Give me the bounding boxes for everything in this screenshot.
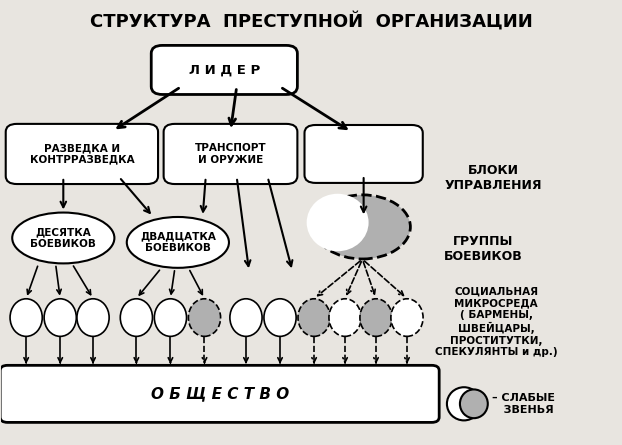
Ellipse shape [298,299,330,336]
Ellipse shape [460,389,488,418]
Ellipse shape [44,299,77,336]
Text: БЛОКИ
УПРАВЛЕНИЯ: БЛОКИ УПРАВЛЕНИЯ [444,164,542,192]
Text: ТРАНСПОРТ
И ОРУЖИЕ: ТРАНСПОРТ И ОРУЖИЕ [195,143,266,165]
Text: – СЛАБЫЕ
   ЗВЕНЬЯ: – СЛАБЫЕ ЗВЕНЬЯ [493,393,555,415]
Ellipse shape [314,195,411,259]
FancyBboxPatch shape [164,124,297,184]
Text: РАЗВЕДКА И
КОНТРРАЗВЕДКА: РАЗВЕДКА И КОНТРРАЗВЕДКА [30,143,134,165]
Text: ДЕСЯТКА
БОЕВИКОВ: ДЕСЯТКА БОЕВИКОВ [30,227,96,249]
Ellipse shape [264,299,296,336]
Ellipse shape [127,217,229,268]
Text: СТРУКТУРА  ПРЕСТУПНОЙ  ОРГАНИЗАЦИИ: СТРУКТУРА ПРЕСТУПНОЙ ОРГАНИЗАЦИИ [90,12,532,31]
Text: О Б Щ Е С Т В О: О Б Щ Е С Т В О [151,386,289,401]
Ellipse shape [154,299,187,336]
Text: Л И Д Е Р: Л И Д Е Р [188,64,260,77]
Ellipse shape [360,299,392,336]
Ellipse shape [188,299,221,336]
FancyBboxPatch shape [0,365,439,422]
Ellipse shape [230,299,262,336]
Ellipse shape [329,299,361,336]
Text: ГРУППЫ
БОЕВИКОВ: ГРУППЫ БОЕВИКОВ [444,235,523,263]
Text: СОЦИАЛЬНАЯ
МИКРОСРЕДА
( БАРМЕНЫ,
ШВЕЙЦАРЫ,
ПРОСТИТУТКИ,
СПЕКУЛЯНТЫ и др.): СОЦИАЛЬНАЯ МИКРОСРЕДА ( БАРМЕНЫ, ШВЕЙЦАР… [435,287,557,357]
Ellipse shape [120,299,152,336]
Ellipse shape [447,387,481,421]
FancyBboxPatch shape [305,125,423,183]
FancyBboxPatch shape [6,124,158,184]
FancyBboxPatch shape [151,45,297,94]
Ellipse shape [10,299,42,336]
Ellipse shape [391,299,423,336]
Text: ДВАДЦАТКА
БОЕВИКОВ: ДВАДЦАТКА БОЕВИКОВ [140,231,216,253]
Ellipse shape [12,213,114,263]
Ellipse shape [307,194,369,251]
Ellipse shape [77,299,109,336]
